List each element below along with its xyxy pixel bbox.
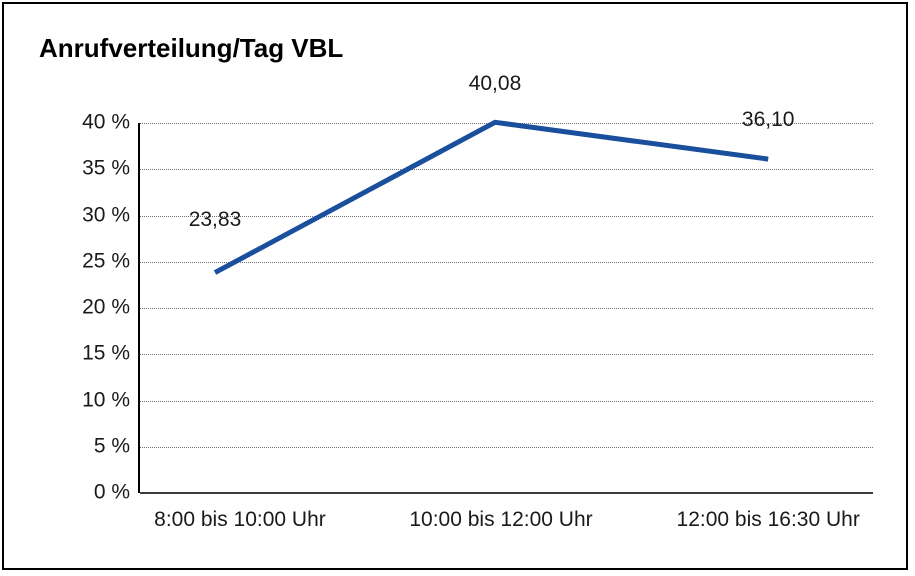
- y-axis-tick-label: 35 %: [82, 156, 130, 180]
- x-axis-category-label: 8:00 bis 10:00 Uhr: [154, 508, 326, 531]
- y-axis-tick-label: 5 %: [93, 434, 130, 458]
- series-line: [213, 119, 769, 275]
- data-point-label: 36,10: [741, 108, 795, 132]
- data-point-label: 40,08: [468, 72, 522, 96]
- y-axis-tick-label: 20 %: [82, 295, 130, 319]
- chart-border-frame: [2, 2, 908, 570]
- y-gridline: [140, 354, 873, 356]
- y-axis-tick-label: 40 %: [82, 110, 130, 134]
- y-axis-line: [138, 123, 140, 493]
- y-gridline: [140, 308, 873, 309]
- y-axis-tick-label: 10 %: [82, 388, 130, 412]
- y-gridline: [140, 169, 873, 171]
- y-axis-tick-label: 25 %: [82, 249, 130, 273]
- chart-title: Anrufverteilung/Tag VBL: [39, 33, 344, 63]
- y-gridline: [140, 400, 873, 402]
- series-polyline: [213, 119, 769, 275]
- y-gridline: [140, 446, 873, 448]
- y-axis-tick-label: 15 %: [82, 341, 130, 365]
- y-axis-tick-label: 30 %: [82, 203, 130, 227]
- data-point-label: 23,83: [188, 207, 242, 231]
- x-axis-line: [140, 492, 873, 494]
- y-gridline: [140, 261, 873, 263]
- y-axis-tick-label: 0 %: [93, 480, 130, 504]
- y-gridline: [140, 215, 873, 217]
- x-axis-category-label: 12:00 bis 16:30 Uhr: [676, 508, 860, 531]
- x-axis-category-label: 10:00 bis 12:00 Uhr: [409, 508, 593, 531]
